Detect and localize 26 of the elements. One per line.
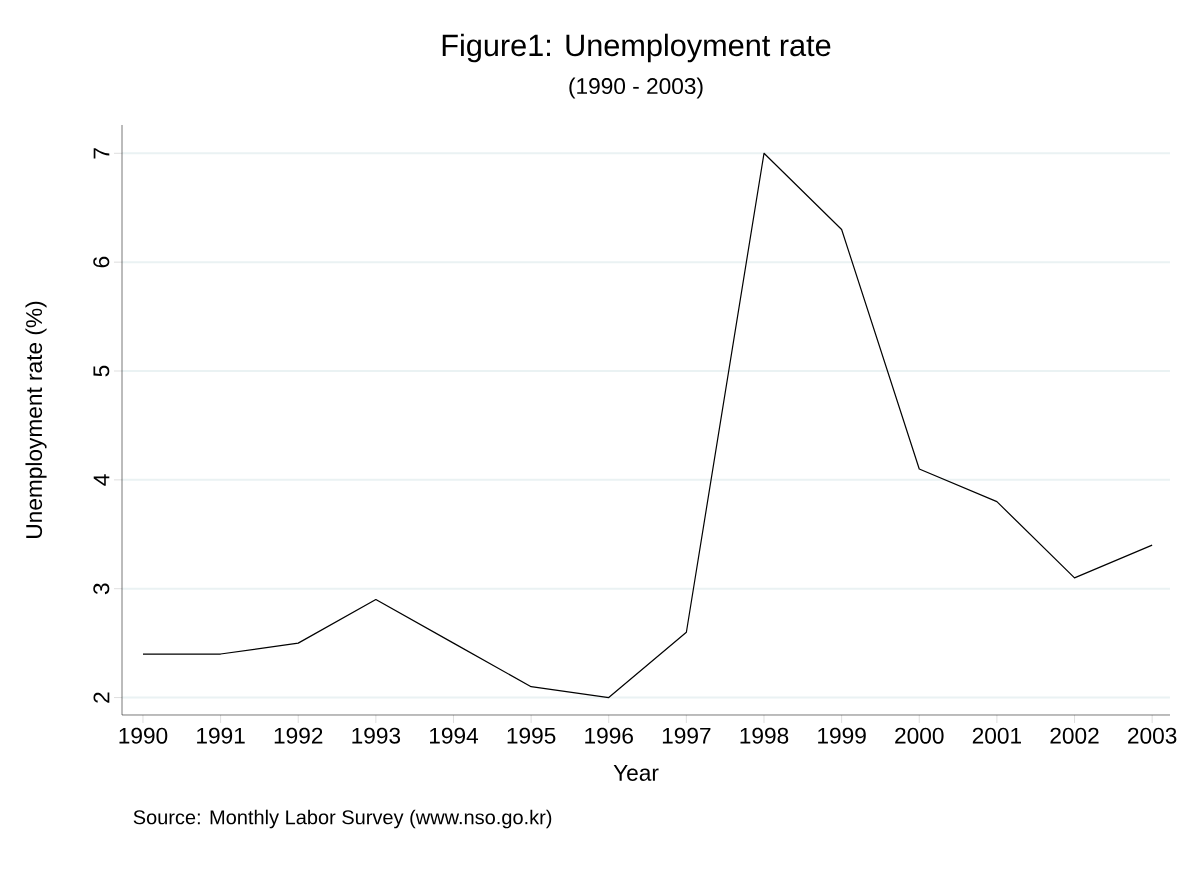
y-tick-label: 4 <box>93 474 110 486</box>
y-tick-label: 7 <box>93 148 110 159</box>
y-tick-label: 5 <box>93 365 110 377</box>
x-tick-label: 2003 <box>1128 727 1177 744</box>
y-tick-label: 6 <box>93 256 110 268</box>
y-tick-label: 3 <box>93 583 110 595</box>
source-note: Source: Monthly Labor Survey (www.nso.go.kr) <box>133 809 552 829</box>
chart-subtitle: (1990 - 2003) <box>569 77 703 99</box>
x-tick-label: 1998 <box>740 727 789 744</box>
x-axis-title: Year <box>613 765 659 781</box>
x-tick-label: 2001 <box>972 727 1021 744</box>
x-tick-label: 1997 <box>662 727 711 744</box>
line-series <box>142 152 1153 699</box>
x-tick-label: 1990 <box>119 727 168 744</box>
y-tick-label: 2 <box>93 692 110 703</box>
x-tick-label: 1991 <box>197 727 245 744</box>
x-tick-label: 1993 <box>352 727 401 744</box>
x-tick-label: 2002 <box>1050 727 1099 744</box>
x-tick-label: 1992 <box>274 727 323 744</box>
x-tick-label: 1999 <box>818 727 866 744</box>
x-tick-label: 1994 <box>430 727 479 744</box>
chart-title: Figure1: Unemployment rate <box>442 33 831 63</box>
y-axis-title: Unemployment rate (%) <box>25 301 47 538</box>
x-tick-label: 2000 <box>895 727 944 744</box>
x-tick-label: 1996 <box>585 727 633 744</box>
x-tick-label: 1995 <box>507 727 556 744</box>
